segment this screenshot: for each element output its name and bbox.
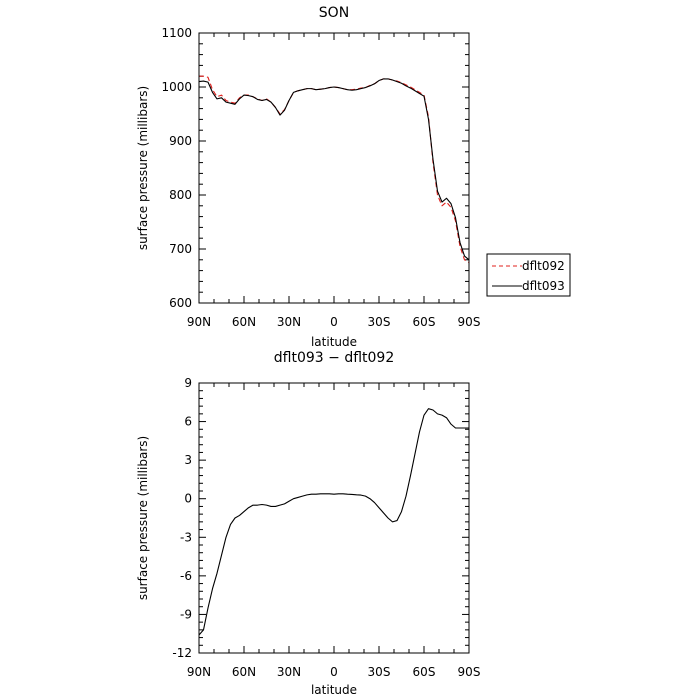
- x-tick-label: 30S: [368, 665, 391, 679]
- y-tick-label: 6: [184, 415, 192, 429]
- series-line-dflt092: [199, 75, 470, 263]
- y-tick-label: -9: [180, 607, 192, 621]
- x-tick-label: 60S: [413, 315, 436, 329]
- y-tick-label: -6: [180, 569, 192, 583]
- legend: dflt092 dflt093: [486, 253, 571, 297]
- y-tick-label: 0: [184, 492, 192, 506]
- y-tick-label: 900: [169, 134, 192, 148]
- y-tick-label: 3: [184, 453, 192, 467]
- x-tick-label: 90N: [187, 665, 211, 679]
- plot-frame: [198, 382, 470, 654]
- y-tick-label: 1100: [161, 26, 192, 40]
- chart-son: SON surface pressure (millibars) latitud…: [136, 5, 571, 349]
- y-axis-label: surface pressure (millibars): [136, 436, 150, 600]
- y-tick-label: 800: [169, 188, 192, 202]
- y-axis-label: surface pressure (millibars): [136, 86, 150, 250]
- x-tick-label: 0: [330, 315, 338, 329]
- x-tick-label: 90N: [187, 315, 211, 329]
- plot-lines: [198, 408, 469, 636]
- series-line-difference: [198, 408, 469, 636]
- plot-frame: [198, 32, 470, 304]
- x-tick-label: 0: [330, 665, 338, 679]
- x-axis-label: latitude: [311, 683, 357, 697]
- plot-lines: [198, 75, 470, 263]
- x-tick-label: 60N: [232, 665, 256, 679]
- legend-box: [486, 253, 571, 297]
- x-tick-label: 30N: [277, 315, 301, 329]
- y-tick-labels: 600 700 800 900 1000 1100: [161, 26, 192, 310]
- x-tick-label: 90S: [458, 665, 481, 679]
- chart-title: SON: [319, 5, 349, 21]
- legend-label-dflt093: dflt093: [522, 279, 565, 293]
- x-tick-label: 60N: [232, 315, 256, 329]
- y-tick-label: 9: [184, 376, 192, 390]
- x-tick-label: 60S: [413, 665, 436, 679]
- ticks: [198, 382, 470, 654]
- y-tick-label: 600: [169, 296, 192, 310]
- series-line-dflt093: [198, 78, 470, 261]
- y-tick-labels: -12 -9 -6 -3 0 3 6 9: [172, 376, 192, 660]
- chart-title: dflt093 − dflt092: [274, 350, 394, 366]
- y-tick-label: 700: [169, 242, 192, 256]
- ticks: [198, 32, 470, 304]
- y-tick-label: -12: [172, 646, 192, 660]
- chart-difference: dflt093 − dflt092 surface pressure (mill…: [136, 350, 480, 697]
- x-tick-label: 30S: [368, 315, 391, 329]
- x-tick-label: 30N: [277, 665, 301, 679]
- x-axis-label: latitude: [311, 335, 357, 349]
- y-tick-label: 1000: [161, 80, 192, 94]
- x-tick-label: 90S: [458, 315, 481, 329]
- legend-label-dflt092: dflt092: [522, 259, 565, 273]
- x-tick-labels: 90N 60N 30N 0 30S 60S 90S: [187, 315, 481, 329]
- x-tick-labels: 90N 60N 30N 0 30S 60S 90S: [187, 665, 481, 679]
- y-tick-label: -3: [180, 530, 192, 544]
